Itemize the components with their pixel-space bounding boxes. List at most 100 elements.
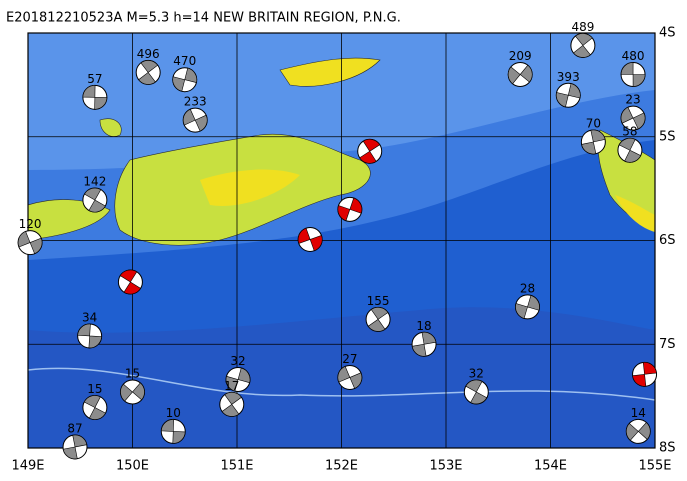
- depth-label: 18: [416, 319, 431, 333]
- depth-label: 142: [83, 175, 106, 189]
- ball-compression: [620, 62, 646, 87]
- depth-label: 209: [509, 49, 532, 63]
- ball-compression: [337, 366, 363, 389]
- ball-compression: [632, 362, 657, 387]
- focal-mechanism: [297, 226, 323, 252]
- depth-label: 14: [631, 406, 646, 420]
- depth-label: 233: [184, 95, 207, 109]
- ball-compression: [359, 139, 381, 164]
- x-tick-label: 150E: [116, 459, 149, 474]
- focal-mechanism: [463, 379, 489, 405]
- map-title: E201812210523A M=5.3 h=14 NEW BRITAIN RE…: [6, 11, 401, 26]
- focal-mechanism: [219, 391, 245, 417]
- ball-compression: [555, 83, 581, 108]
- focal-mechanism: [77, 323, 103, 349]
- focal-mechanism: [82, 395, 108, 421]
- ball-compression: [225, 367, 251, 392]
- depth-label: 15: [87, 382, 102, 396]
- y-tick-label: 5S: [659, 129, 676, 144]
- focal-mechanism: [225, 367, 251, 393]
- focal-mechanism: [337, 364, 363, 390]
- y-tick-label: 7S: [659, 337, 676, 352]
- focal-mechanism: [555, 82, 581, 108]
- y-tick-label: 4S: [659, 26, 676, 41]
- depth-label: 70: [586, 116, 601, 130]
- depth-label: 58: [622, 125, 637, 139]
- focal-mechanism: [172, 67, 198, 93]
- ball-compression: [620, 106, 646, 130]
- ball-compression: [83, 395, 106, 420]
- depth-label: 17: [224, 379, 239, 393]
- ball-compression: [62, 434, 88, 460]
- ball-compression: [573, 33, 593, 58]
- focal-mechanism: [337, 196, 363, 222]
- depth-label: 496: [137, 47, 160, 61]
- focal-mechanism: [62, 434, 88, 460]
- y-tick-label: 8S: [659, 441, 676, 456]
- depth-label: 34: [82, 310, 97, 324]
- y-tick-label: 6S: [659, 233, 676, 248]
- focal-mechanism: [570, 32, 596, 58]
- focal-mechanism: [411, 331, 437, 357]
- ball-compression: [411, 331, 437, 357]
- focal-mechanism: [182, 107, 208, 133]
- ball-compression: [182, 108, 208, 132]
- focal-mechanism: [160, 418, 186, 444]
- focal-mechanism: [617, 137, 643, 163]
- depth-label: 393: [557, 70, 580, 84]
- depth-label: 470: [173, 54, 196, 68]
- ball-compression: [221, 392, 242, 417]
- focal-mechanism: [632, 361, 658, 387]
- focal-mechanism: [135, 59, 161, 85]
- focal-mechanism: [82, 84, 108, 110]
- x-tick-label: 152E: [325, 459, 358, 474]
- depth-label: 27: [342, 352, 357, 366]
- depth-label: 32: [469, 366, 484, 380]
- focal-mechanism: [515, 294, 541, 320]
- ball-compression: [120, 382, 145, 402]
- depth-label: 57: [87, 72, 102, 86]
- focal-mechanism: [365, 306, 391, 332]
- depth-label: 10: [166, 406, 181, 420]
- focal-mechanism: [17, 230, 43, 256]
- focal-mechanism: [580, 129, 606, 155]
- depth-label: 15: [125, 366, 140, 380]
- ball-compression: [367, 307, 389, 332]
- focal-mechanism: [507, 62, 533, 87]
- ball-compression: [515, 295, 540, 319]
- focal-mechanism: [117, 269, 143, 295]
- focal-mechanism: [620, 62, 646, 87]
- focal-mechanism: [620, 105, 646, 131]
- depth-label: 23: [625, 93, 640, 107]
- depth-label: 87: [67, 421, 82, 435]
- focal-mechanism: [120, 379, 145, 405]
- ball-compression: [581, 129, 606, 155]
- x-tick-label: 151E: [220, 459, 253, 474]
- depth-label: 32: [230, 354, 245, 368]
- ball-compression: [138, 60, 159, 85]
- ball-compression: [297, 227, 323, 252]
- ball-compression: [507, 64, 533, 85]
- ball-compression: [119, 269, 142, 295]
- ball-compression: [465, 379, 488, 405]
- x-tick-label: 155E: [638, 459, 671, 474]
- x-tick-label: 149E: [11, 459, 44, 474]
- ball-compression: [172, 67, 198, 92]
- focal-mechanism: [357, 138, 383, 164]
- focal-mechanism: [625, 418, 651, 444]
- depth-label: 28: [520, 281, 535, 295]
- ball-compression: [626, 422, 651, 441]
- ball-compression: [160, 419, 186, 444]
- depth-label: 120: [19, 217, 42, 231]
- depth-label: 480: [622, 49, 645, 63]
- depth-label: 489: [571, 20, 594, 34]
- ball-compression: [84, 187, 106, 213]
- events: [17, 32, 658, 460]
- ball-compression: [82, 84, 108, 110]
- x-tick-label: 153E: [429, 459, 462, 474]
- ball-compression: [337, 197, 363, 222]
- depth-label: 155: [367, 294, 390, 308]
- ball-compression: [17, 231, 43, 255]
- ball-compression: [618, 137, 642, 163]
